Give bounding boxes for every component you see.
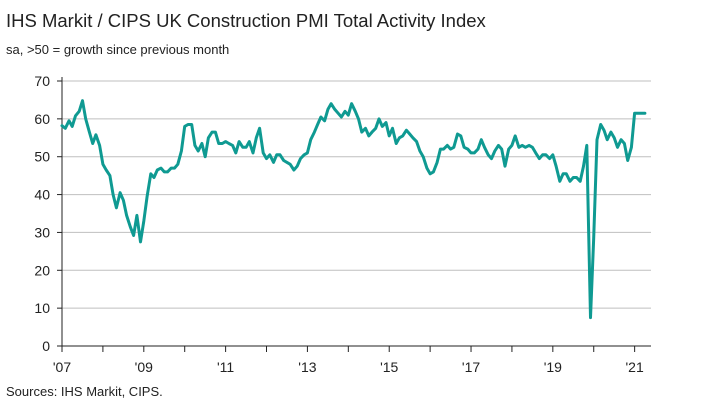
x-tick-label: '19 xyxy=(544,359,562,375)
x-tick-label: '07 xyxy=(53,359,71,375)
x-tick-label: '11 xyxy=(217,359,234,375)
chart-subtitle: sa, >50 = growth since previous month xyxy=(6,42,230,57)
series-line xyxy=(60,99,647,320)
y-tick-label: 70 xyxy=(34,73,50,89)
y-tick-label: 0 xyxy=(42,338,50,354)
y-tick-label: 20 xyxy=(34,262,50,278)
y-tick-label: 30 xyxy=(34,224,50,240)
source-note: Sources: IHS Markit, CIPS. xyxy=(6,384,163,399)
y-tick-label: 10 xyxy=(34,300,50,316)
chart-title: IHS Markit / CIPS UK Construction PMI To… xyxy=(6,10,486,31)
x-tick-label: '15 xyxy=(380,359,398,375)
x-tick-label: '21 xyxy=(626,359,644,375)
y-tick-label: 60 xyxy=(34,111,50,127)
x-tick-label: '13 xyxy=(298,359,316,375)
x-tick-label: '17 xyxy=(462,359,480,375)
y-tick-label: 50 xyxy=(34,149,50,165)
gridlines xyxy=(62,80,651,309)
y-tick-label: 40 xyxy=(34,187,50,203)
axes: 0 10 20 30 40 50 60 70 '07 '09 '11 '13 '15 '17 '19 '21 xyxy=(34,73,651,375)
x-tick-label: '09 xyxy=(135,359,153,375)
series-layer xyxy=(60,99,647,320)
